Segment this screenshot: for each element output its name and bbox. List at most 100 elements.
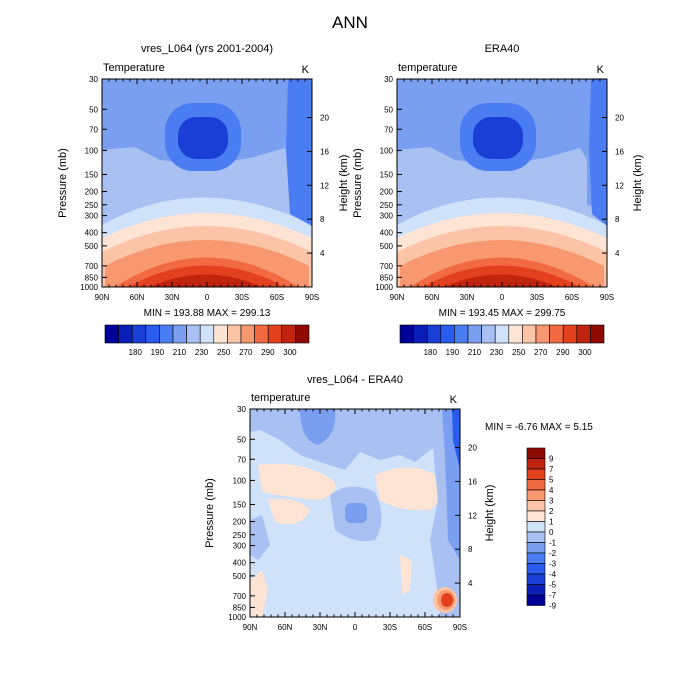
colorbar-diff-label: -2 xyxy=(549,549,557,558)
colorbar-diff-swatch xyxy=(526,489,546,501)
panel-diff-ytick-label: 70 xyxy=(237,455,246,464)
panel-diff-xtick-label: 30S xyxy=(383,623,397,632)
panel-right-ytick-label: 150 xyxy=(380,170,394,179)
colorbar-right-swatch xyxy=(426,324,442,344)
colorbar-diff-swatch xyxy=(526,479,546,491)
panel-left-xtick-label: 90S xyxy=(305,293,319,302)
colorbar-diff-label: 3 xyxy=(549,497,554,506)
panel-diff-colorbar: 97 54 32 10 -1-2 -3-4 -5-7 -9 xyxy=(526,447,557,611)
panel-left-xtick-label: 0 xyxy=(205,293,210,302)
panel-right-ylabel: Pressure (mb) xyxy=(352,148,364,218)
panel-diff-units: K xyxy=(450,394,458,406)
panel-left-xtick-label: 60N xyxy=(130,293,145,302)
panel-left-ytick-label: 250 xyxy=(85,201,99,210)
panel-right-xtick-label: 90S xyxy=(600,293,614,302)
panel-diff-ytick-label: 250 xyxy=(233,531,247,540)
panel-left-units: K xyxy=(302,64,310,76)
panel-right-y2tick-label: 4 xyxy=(615,249,620,258)
panel-right-ytick-label: 300 xyxy=(380,212,394,221)
panel-left-ytick-label: 850 xyxy=(85,273,99,282)
panel-right-ytick-label: 1000 xyxy=(375,283,393,292)
colorbar-right-swatch xyxy=(399,324,414,344)
colorbar-right-label: 190 xyxy=(446,348,460,357)
colorbar-right-swatch xyxy=(576,324,591,344)
panel-left-ylabel: Pressure (mb) xyxy=(57,148,69,218)
panel-right-title: ERA40 xyxy=(485,43,520,55)
panel-diff-ytick-label: 100 xyxy=(233,476,247,485)
colorbar-left-swatch xyxy=(213,324,228,344)
colorbar-diff-swatch xyxy=(526,510,546,522)
panel-right-xtick-label: 60N xyxy=(425,293,440,302)
panel-right-y2tick-label: 16 xyxy=(615,147,624,156)
panel-right-axes: 90N 60N 30N 0 30S 60S 90S 30 50 70 100 150 200 250 300… xyxy=(375,75,624,302)
panel-right-ytick-label: 200 xyxy=(380,188,394,197)
panel-diff-ytick-label: 50 xyxy=(237,435,246,444)
colorbar-left-swatch xyxy=(159,324,174,344)
panel-left-stats: MIN = 193.88 MAX = 299.13 xyxy=(144,308,271,319)
colorbar-right-swatch xyxy=(481,324,496,344)
panel-right-ytick-label: 250 xyxy=(380,201,394,210)
colorbar-diff-label: -3 xyxy=(549,560,557,569)
panel-left-ytick-label: 50 xyxy=(89,105,98,114)
colorbar-diff-swatch xyxy=(526,594,546,606)
panel-right-y2tick-label: 12 xyxy=(615,181,624,190)
colorbar-diff-swatch xyxy=(526,458,546,470)
panel-diff-ytick-label: 500 xyxy=(233,572,247,581)
panel-left-ytick-label: 1000 xyxy=(80,283,98,292)
colorbar-left-swatch xyxy=(186,324,201,344)
colorbar-right-swatch xyxy=(508,324,523,344)
colorbar-diff-swatch xyxy=(526,500,546,512)
panel-diff-xtick-label: 90N xyxy=(243,623,258,632)
colorbar-diff-label: 7 xyxy=(549,465,554,474)
panel-left-ytick-label: 700 xyxy=(85,262,99,271)
panel-diff-field xyxy=(250,409,460,617)
panel-diff-ytick-label: 1000 xyxy=(228,613,246,622)
colorbar-left-swatch xyxy=(199,324,215,344)
colorbar-left-swatch xyxy=(172,324,187,344)
panel-diff-xtick-label: 60N xyxy=(278,623,293,632)
panel-left-colorbar: 180 190 210 230 250 270 290 300 xyxy=(104,324,310,357)
colorbar-diff-label: 9 xyxy=(549,455,554,464)
colorbar-diff-swatch xyxy=(526,584,546,596)
panel-left-ytick-label: 150 xyxy=(85,170,99,179)
panel-left-xtick-label: 90N xyxy=(95,293,110,302)
panel-left-ytick-label: 400 xyxy=(85,229,99,238)
colorbar-diff-swatch xyxy=(526,531,546,543)
colorbar-diff-label: -1 xyxy=(549,539,557,548)
colorbar-right-swatch xyxy=(535,324,550,344)
colorbar-right-swatch xyxy=(562,324,578,344)
panel-right-field xyxy=(397,79,607,287)
colorbar-left-swatch xyxy=(281,324,296,344)
panel-left: vres_L064 (yrs 2001-2004) Temperature K … xyxy=(57,43,350,357)
panel-left-xtick-label: 30N xyxy=(165,293,180,302)
panel-left-y2tick-label: 12 xyxy=(320,181,329,190)
panel-left-ytick-label: 70 xyxy=(89,125,98,134)
panel-right-ytick-label: 100 xyxy=(380,146,394,155)
panel-right-y2tick-label: 20 xyxy=(615,114,624,123)
colorbar-diff-swatch xyxy=(526,552,546,564)
panel-left-ytick-label: 300 xyxy=(85,212,99,221)
panel-diff-y2tick-label: 12 xyxy=(468,511,477,520)
panel-diff-variable: temperature xyxy=(251,392,310,404)
panel-diff-xtick-label: 60S xyxy=(418,623,432,632)
colorbar-diff-label: -4 xyxy=(549,570,557,579)
panel-right-xtick-label: 0 xyxy=(500,293,505,302)
colorbar-left-label: 250 xyxy=(217,348,231,357)
panel-right-ylabel-right: Height (km) xyxy=(632,155,644,212)
colorbar-left-swatch xyxy=(254,324,269,344)
panel-left-ytick-label: 500 xyxy=(85,242,99,251)
colorbar-right-label: 250 xyxy=(512,348,526,357)
colorbar-right-label: 300 xyxy=(578,348,592,357)
panel-diff-ytick-label: 30 xyxy=(237,405,246,414)
panel-diff-ytick-label: 150 xyxy=(233,500,247,509)
colorbar-right-swatch xyxy=(590,324,605,344)
colorbar-diff-swatch xyxy=(526,542,546,554)
colorbar-left-swatch xyxy=(145,324,160,344)
colorbar-left-swatch xyxy=(267,324,283,344)
colorbar-left-swatch xyxy=(240,324,255,344)
colorbar-diff-label: 1 xyxy=(549,518,554,527)
colorbar-left-swatch xyxy=(227,324,242,344)
colorbar-left-swatch xyxy=(118,324,133,344)
colorbar-right-swatch xyxy=(413,324,428,344)
colorbar-left-label: 180 xyxy=(129,348,143,357)
